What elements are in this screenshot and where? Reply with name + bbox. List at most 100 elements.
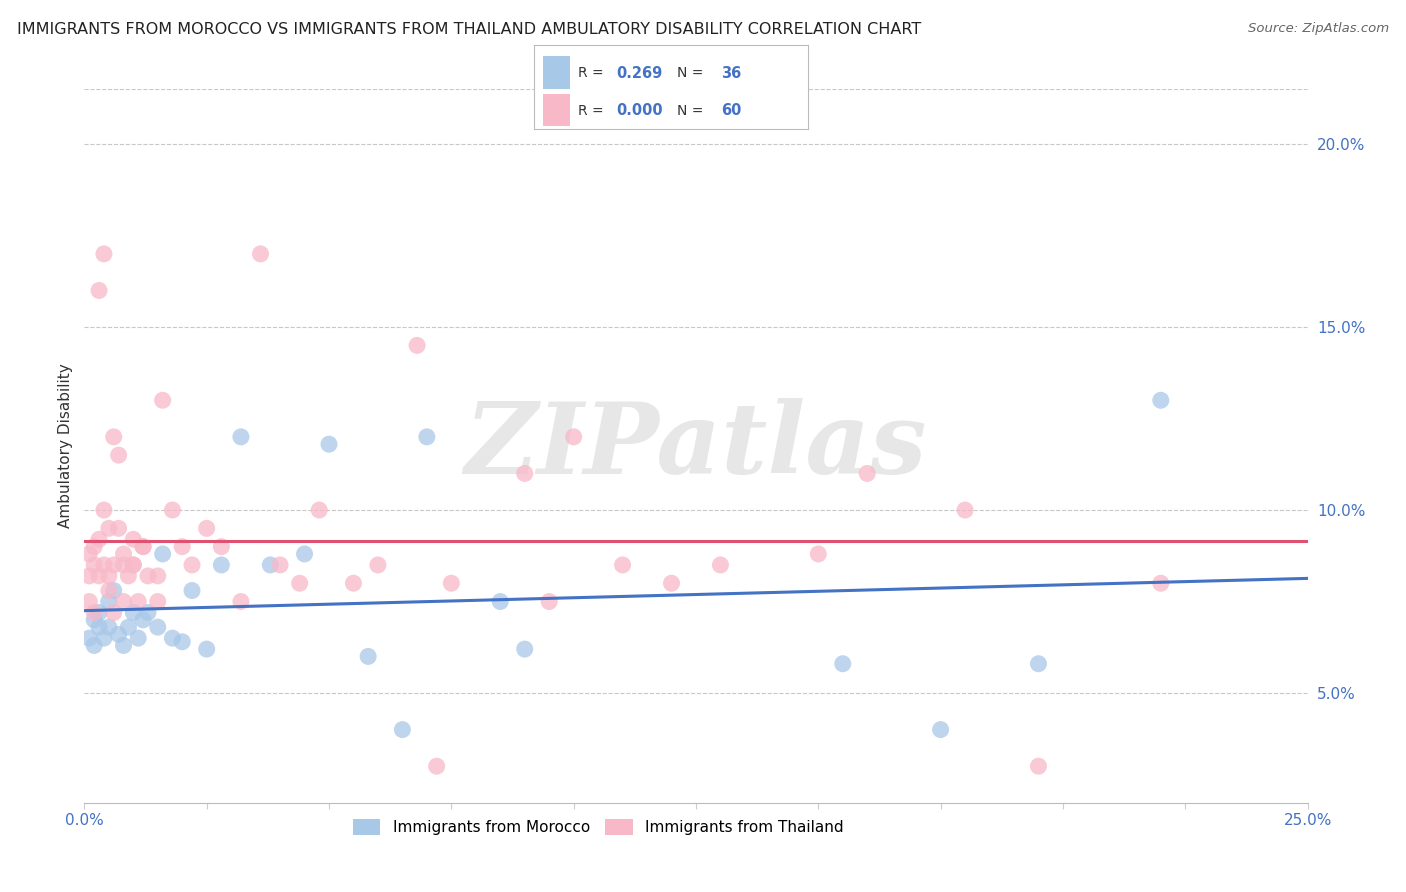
Point [97,594,120,608]
Point [513,642,536,657]
Text: N =: N = [676,66,707,80]
Point [127,594,149,608]
Point [83,558,105,572]
Point [1028,759,1050,773]
Point [269,558,291,572]
Point [103,558,125,572]
Point [103,583,125,598]
Point [132,540,155,554]
Point [195,642,218,657]
Point [209,540,232,554]
Point [77,547,100,561]
Legend: Immigrants from Morocco, Immigrants from Thailand: Immigrants from Morocco, Immigrants from… [347,814,849,841]
Point [172,634,194,648]
Text: ZIPatlas: ZIPatlas [465,398,927,494]
Point [209,558,232,572]
Point [342,576,364,591]
Point [132,613,155,627]
Point [103,430,125,444]
Point [929,723,952,737]
Point [831,657,853,671]
Point [440,576,463,591]
Point [288,576,311,591]
Text: 36: 36 [721,66,741,81]
Point [162,631,184,645]
Point [107,521,129,535]
Point [229,430,252,444]
Point [87,569,110,583]
Point [122,558,145,572]
Point [87,284,110,298]
Point [127,631,149,645]
Point [103,606,125,620]
Point [308,503,330,517]
Point [229,594,252,608]
Point [661,576,683,591]
Point [112,558,135,572]
Point [357,649,380,664]
Point [83,639,105,653]
Point [856,467,879,481]
Point [122,606,145,620]
Point [93,631,115,645]
Point [513,467,536,481]
Point [259,558,281,572]
Point [181,558,204,572]
Text: 60: 60 [721,103,741,119]
Point [97,583,120,598]
Point [249,247,271,261]
Point [172,540,194,554]
Text: 0.269: 0.269 [616,66,662,81]
Point [538,594,561,608]
Point [152,393,174,408]
Text: IMMIGRANTS FROM MOROCCO VS IMMIGRANTS FROM THAILAND AMBULATORY DISABILITY CORREL: IMMIGRANTS FROM MOROCCO VS IMMIGRANTS FR… [17,22,921,37]
Point [953,503,976,517]
Point [112,594,135,608]
Point [1028,657,1050,671]
Point [117,620,139,634]
Point [87,606,110,620]
Text: 0.000: 0.000 [616,103,664,119]
Point [87,533,110,547]
Point [195,521,218,535]
Point [146,569,169,583]
Point [391,723,413,737]
Point [612,558,634,572]
Point [146,594,169,608]
Point [562,430,585,444]
Text: Source: ZipAtlas.com: Source: ZipAtlas.com [1249,22,1389,36]
Point [367,558,389,572]
Point [136,606,159,620]
Point [93,503,115,517]
Point [416,430,439,444]
Point [1150,393,1173,408]
Point [1150,576,1173,591]
FancyBboxPatch shape [543,94,569,126]
Point [83,540,105,554]
Point [406,338,429,352]
Point [489,594,512,608]
Point [107,448,129,462]
Point [132,540,155,554]
Point [77,594,100,608]
Point [136,569,159,583]
Point [122,533,145,547]
Point [146,620,169,634]
Point [426,759,449,773]
Point [122,558,145,572]
Point [181,583,204,598]
Point [83,613,105,627]
Text: R =: R = [578,66,609,80]
Point [97,521,120,535]
Point [807,547,830,561]
Y-axis label: Ambulatory Disability: Ambulatory Disability [58,364,73,528]
Point [77,631,100,645]
Point [152,547,174,561]
Point [117,569,139,583]
Point [97,620,120,634]
Point [112,639,135,653]
Point [93,558,115,572]
Point [87,620,110,634]
Text: R =: R = [578,103,609,118]
Point [97,569,120,583]
